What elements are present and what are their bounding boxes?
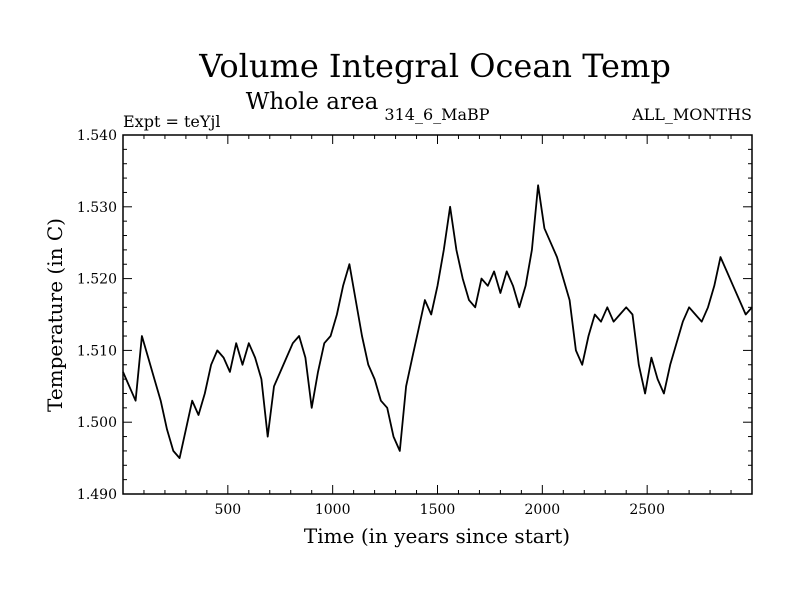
experiment-label: Expt = teYjl <box>123 112 221 131</box>
x-tick-label: 500 <box>214 502 241 518</box>
y-tick-label: 1.530 <box>77 200 117 216</box>
temperature-series-line <box>122 184 753 460</box>
y-tick-label: 1.490 <box>77 487 117 503</box>
plot-frame <box>122 134 753 495</box>
y-axis-label: Temperature (in C) <box>43 218 67 412</box>
chart-title: Volume Integral Ocean Temp <box>198 47 671 85</box>
x-tick-label: 1000 <box>315 502 351 518</box>
y-tick-label: 1.540 <box>77 128 117 144</box>
season-label: ALL_MONTHS <box>631 105 752 124</box>
y-tick-label: 1.520 <box>77 272 117 288</box>
y-tick-label: 1.510 <box>77 343 117 359</box>
x-tick-label: 2000 <box>525 502 561 518</box>
x-tick-label: 1500 <box>420 502 456 518</box>
y-tick-label: 1.500 <box>77 415 117 431</box>
series-group <box>122 184 753 460</box>
run-label: 314_6_MaBP <box>384 105 489 124</box>
chart-subtitle: Whole area <box>246 89 379 115</box>
x-tick-label: 2500 <box>629 502 665 518</box>
x-axis-label: Time (in years since start) <box>304 524 570 548</box>
axis-ticks: 500 1000 1500 2000 2500 1.490 1.500 1.510 1.520 1… <box>77 128 752 518</box>
